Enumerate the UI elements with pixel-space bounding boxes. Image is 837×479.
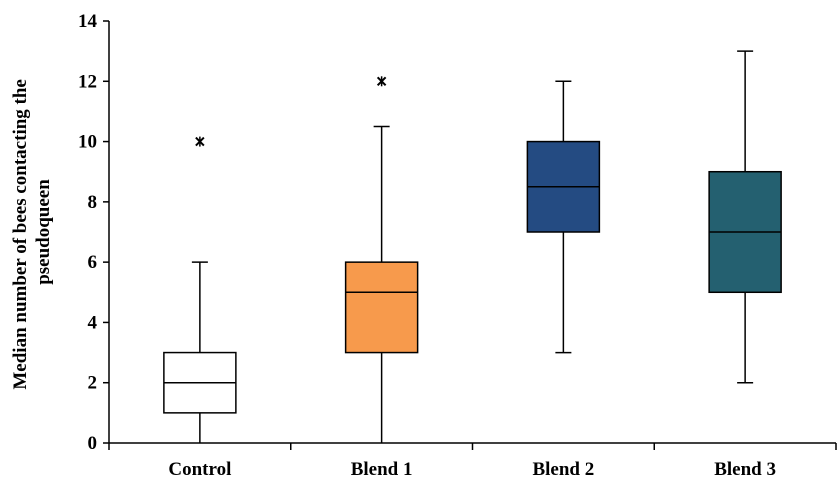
box-blend-3	[708, 50, 782, 384]
box-blend-2	[526, 80, 601, 354]
x-category-label: Blend 2	[532, 459, 594, 479]
y-tick-group: 0 2 4 6 8 10 12 14	[78, 11, 109, 454]
box-group	[163, 50, 782, 443]
x-tick-group: Control Blend 1 Blend 2 Blend 3	[108, 443, 837, 479]
x-category-label: Blend 3	[714, 459, 776, 479]
box-blend-1	[344, 76, 419, 443]
outlier-marker	[195, 136, 205, 147]
y-tick-label: 0	[88, 433, 98, 454]
y-tick-label: 6	[88, 252, 98, 273]
y-axis-title-line-1: Median number of bees contacting the	[10, 79, 31, 390]
y-axis-title: Median number of bees contacting the pse…	[10, 74, 54, 389]
x-category-label: Blend 1	[351, 459, 413, 479]
y-tick-label: 10	[78, 132, 97, 153]
x-category-label: Control	[168, 459, 231, 479]
box-control	[163, 136, 237, 443]
y-tick-label: 4	[88, 312, 98, 333]
y-axis-title-line-2: pseudoqueen	[33, 179, 54, 285]
y-tick-label: 14	[78, 11, 98, 32]
y-tick-label: 8	[88, 192, 98, 213]
y-tick-label: 12	[78, 71, 97, 92]
interquartile-box	[344, 261, 419, 354]
y-tick-label: 2	[88, 373, 98, 394]
outlier-marker	[376, 76, 387, 87]
